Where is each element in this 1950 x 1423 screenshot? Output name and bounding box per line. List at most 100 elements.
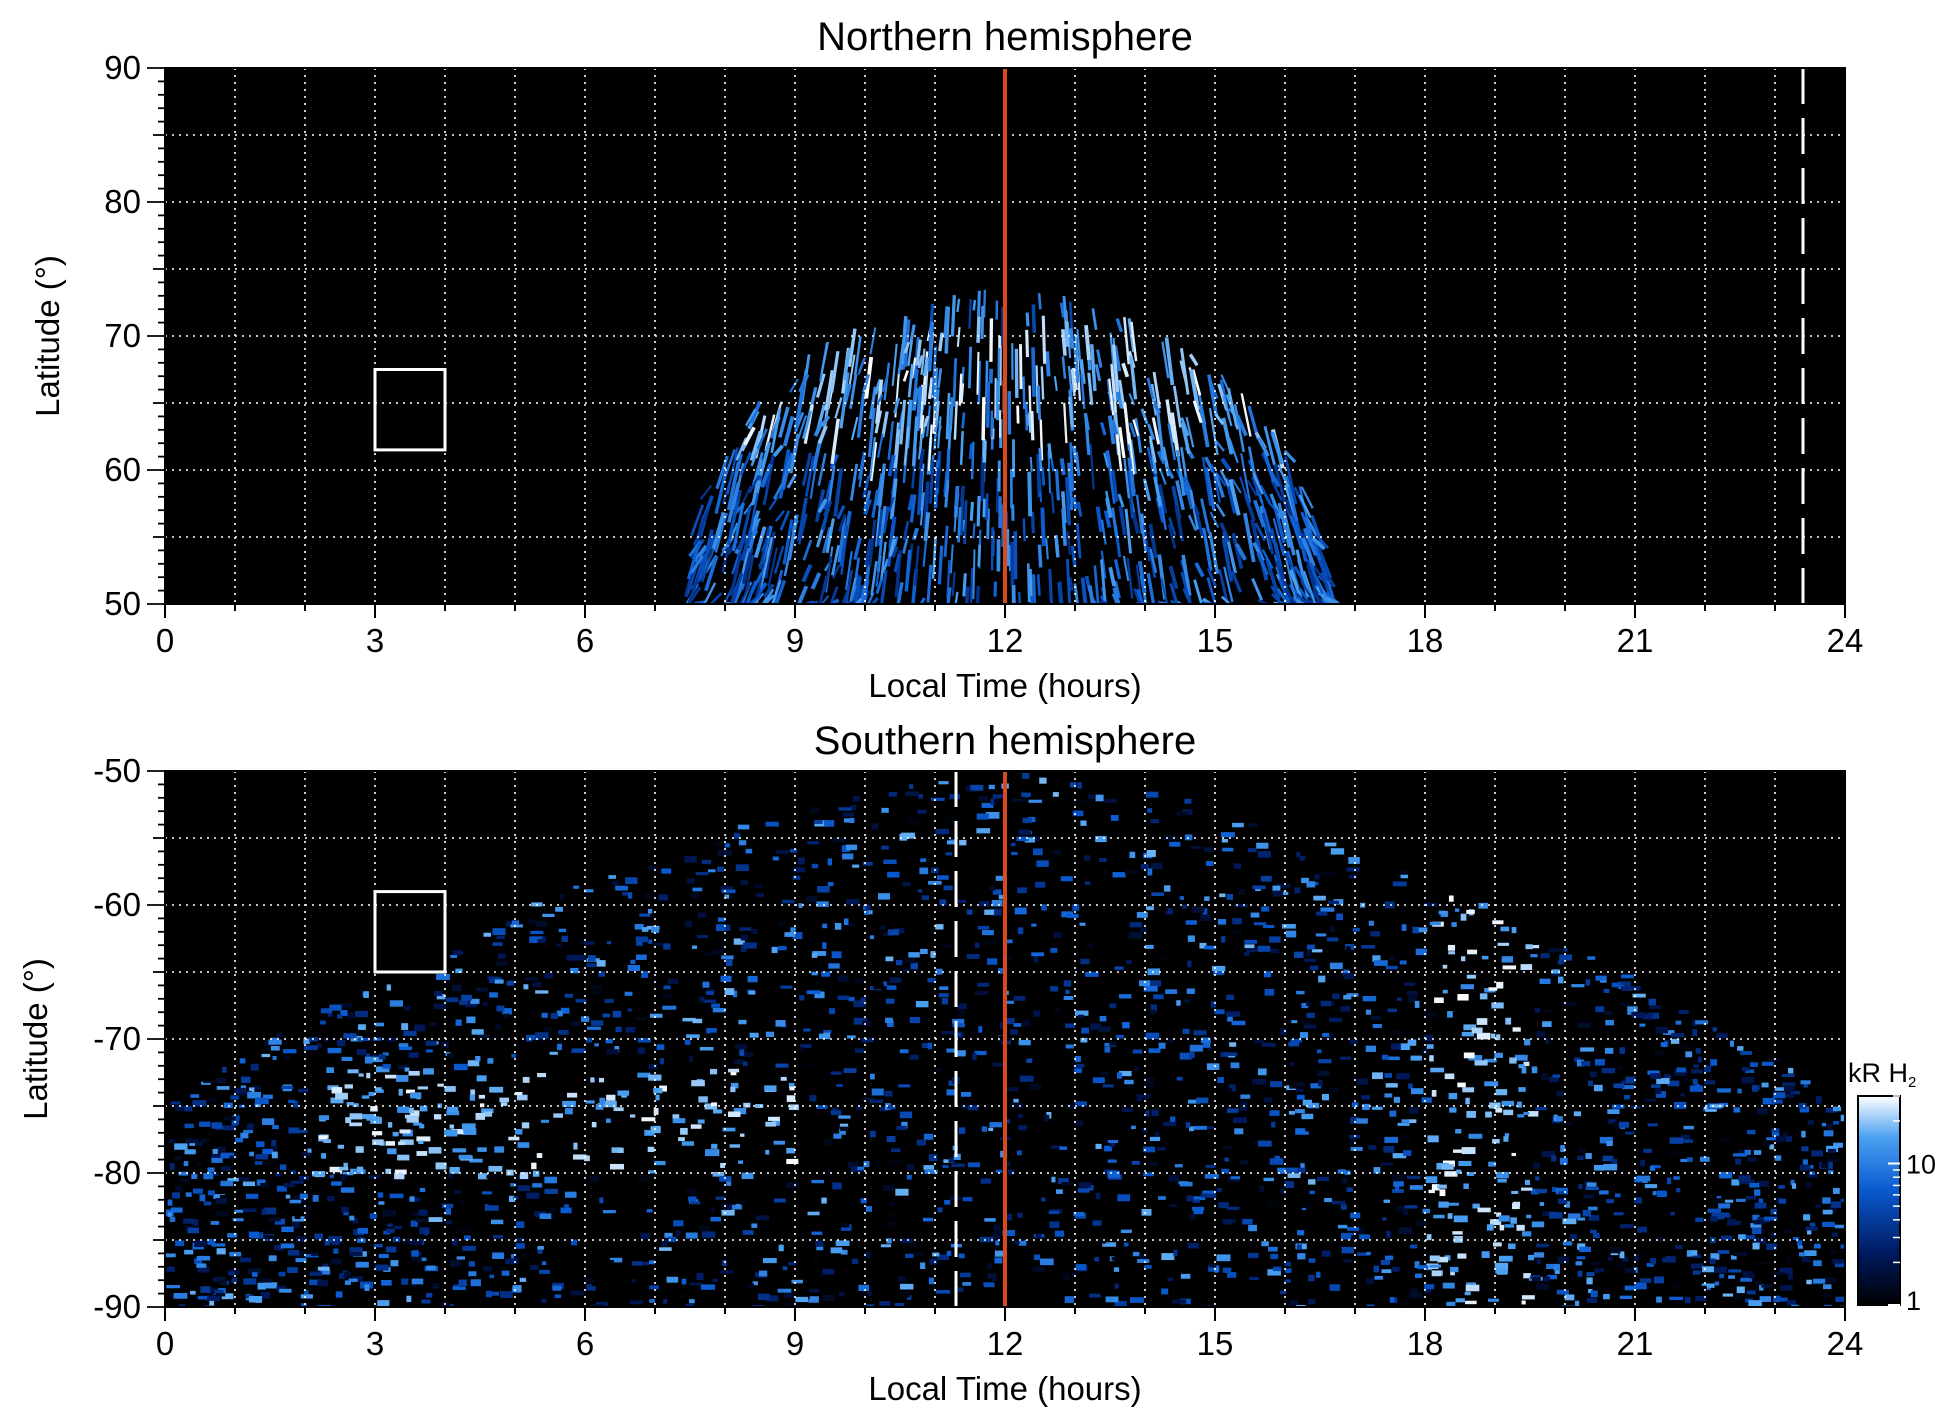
emission-pixel bbox=[489, 1086, 504, 1093]
emission-pixel bbox=[1343, 969, 1349, 976]
emission-pixel bbox=[357, 1024, 366, 1030]
emission-pixel bbox=[417, 1268, 424, 1275]
emission-pixel bbox=[368, 1091, 375, 1097]
emission-pixel bbox=[1490, 1033, 1496, 1039]
emission-pixel bbox=[506, 980, 515, 986]
emission-pixel bbox=[1518, 1064, 1525, 1069]
emission-pixel bbox=[554, 1294, 562, 1299]
emission-pixel bbox=[1590, 1261, 1601, 1267]
emission-pixel bbox=[220, 1166, 232, 1171]
emission-pixel bbox=[1517, 1101, 1522, 1108]
emission-pixel bbox=[549, 1051, 558, 1055]
emission-pixel bbox=[252, 1272, 258, 1277]
emission-pixel bbox=[290, 1180, 304, 1184]
emission-pixel bbox=[1213, 969, 1225, 976]
y-tick-label: 60 bbox=[104, 451, 141, 488]
emission-streak bbox=[1267, 501, 1279, 514]
emission-streak bbox=[951, 571, 956, 596]
emission-streak bbox=[820, 415, 831, 428]
emission-pixel bbox=[1107, 1139, 1118, 1144]
emission-pixel bbox=[1299, 856, 1306, 861]
emission-pixel bbox=[884, 1090, 893, 1097]
emission-pixel bbox=[1582, 1209, 1592, 1217]
emission-pixel bbox=[724, 894, 730, 899]
emission-pixel bbox=[1248, 1224, 1258, 1232]
emission-pixel bbox=[1437, 1184, 1447, 1189]
emission-streak bbox=[1054, 534, 1060, 558]
emission-pixel bbox=[1421, 1097, 1432, 1103]
emission-pixel bbox=[542, 913, 555, 918]
emission-pixel bbox=[558, 928, 567, 933]
emission-pixel bbox=[1746, 1290, 1756, 1295]
emission-pixel bbox=[1114, 1300, 1127, 1307]
emission-streak bbox=[1261, 549, 1274, 570]
emission-pixel bbox=[401, 1278, 409, 1285]
emission-pixel bbox=[858, 1284, 870, 1291]
emission-pixel bbox=[613, 1107, 624, 1112]
emission-pixel bbox=[1233, 1117, 1247, 1124]
emission-streak bbox=[830, 418, 840, 465]
emission-pixel bbox=[1673, 1101, 1687, 1109]
emission-pixel bbox=[1496, 1034, 1501, 1041]
emission-pixel bbox=[1120, 1229, 1132, 1233]
emission-pixel bbox=[497, 953, 506, 959]
emission-streak bbox=[751, 452, 764, 486]
emission-streak bbox=[829, 586, 839, 604]
emission-pixel bbox=[869, 935, 875, 940]
emission-pixel bbox=[1535, 1176, 1541, 1181]
emission-pixel bbox=[1248, 848, 1257, 853]
emission-pixel bbox=[1161, 1288, 1169, 1295]
emission-pixel bbox=[1310, 1083, 1322, 1089]
emission-pixel bbox=[1182, 904, 1187, 909]
emission-streak bbox=[1045, 538, 1049, 560]
emission-pixel bbox=[1392, 1153, 1407, 1159]
emission-pixel bbox=[1146, 849, 1156, 857]
emission-streak bbox=[1071, 367, 1078, 391]
emission-pixel bbox=[1523, 1111, 1530, 1115]
emission-pixel bbox=[780, 985, 793, 989]
emission-pixel bbox=[419, 1187, 426, 1193]
emission-pixel bbox=[1303, 1024, 1317, 1029]
emission-pixel bbox=[395, 1075, 409, 1082]
emission-pixel bbox=[312, 1171, 326, 1177]
emission-pixel bbox=[843, 1068, 857, 1073]
emission-pixel bbox=[248, 1231, 259, 1238]
emission-pixel bbox=[1583, 1194, 1594, 1199]
emission-pixel bbox=[1242, 1218, 1253, 1225]
emission-pixel bbox=[1536, 1243, 1549, 1248]
emission-pixel bbox=[496, 960, 508, 967]
emission-pixel bbox=[1372, 1072, 1383, 1080]
emission-pixel bbox=[713, 942, 721, 946]
emission-pixel bbox=[418, 1209, 428, 1216]
emission-streak bbox=[1201, 456, 1212, 507]
emission-streak bbox=[771, 579, 782, 604]
emission-pixel bbox=[1384, 1093, 1393, 1098]
emission-pixel bbox=[881, 845, 889, 850]
emission-pixel bbox=[1654, 1088, 1662, 1095]
emission-pixel bbox=[1604, 1047, 1614, 1054]
emission-pixel bbox=[414, 1024, 426, 1032]
emission-pixel bbox=[387, 1223, 393, 1227]
emission-pixel bbox=[468, 1271, 477, 1277]
emission-pixel bbox=[1466, 974, 1477, 979]
emission-pixel bbox=[211, 1243, 226, 1247]
emission-pixel bbox=[726, 1179, 732, 1186]
emission-pixel bbox=[681, 1141, 695, 1146]
emission-pixel bbox=[1203, 1042, 1211, 1048]
emission-pixel bbox=[1390, 1296, 1395, 1303]
y-tick-label: -60 bbox=[93, 886, 141, 923]
emission-pixel bbox=[957, 899, 967, 904]
emission-streak bbox=[893, 422, 902, 469]
emission-streak bbox=[1146, 446, 1155, 473]
emission-pixel bbox=[215, 1077, 227, 1084]
emission-streak bbox=[1235, 414, 1248, 437]
emission-streak bbox=[797, 497, 808, 542]
emission-pixel bbox=[249, 1151, 254, 1157]
emission-streak bbox=[1193, 505, 1204, 537]
emission-pixel bbox=[898, 1084, 911, 1088]
emission-streak bbox=[1093, 565, 1100, 604]
emission-pixel bbox=[1488, 987, 1498, 991]
emission-pixel bbox=[281, 1226, 294, 1233]
emission-streak bbox=[1314, 567, 1329, 588]
emission-pixel bbox=[720, 975, 732, 982]
